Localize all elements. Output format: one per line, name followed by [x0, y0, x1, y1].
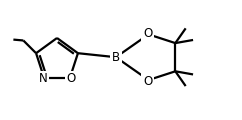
- Text: O: O: [66, 72, 76, 85]
- Text: O: O: [143, 27, 152, 40]
- Text: N: N: [39, 72, 47, 85]
- Text: B: B: [112, 51, 120, 64]
- Text: O: O: [143, 75, 152, 87]
